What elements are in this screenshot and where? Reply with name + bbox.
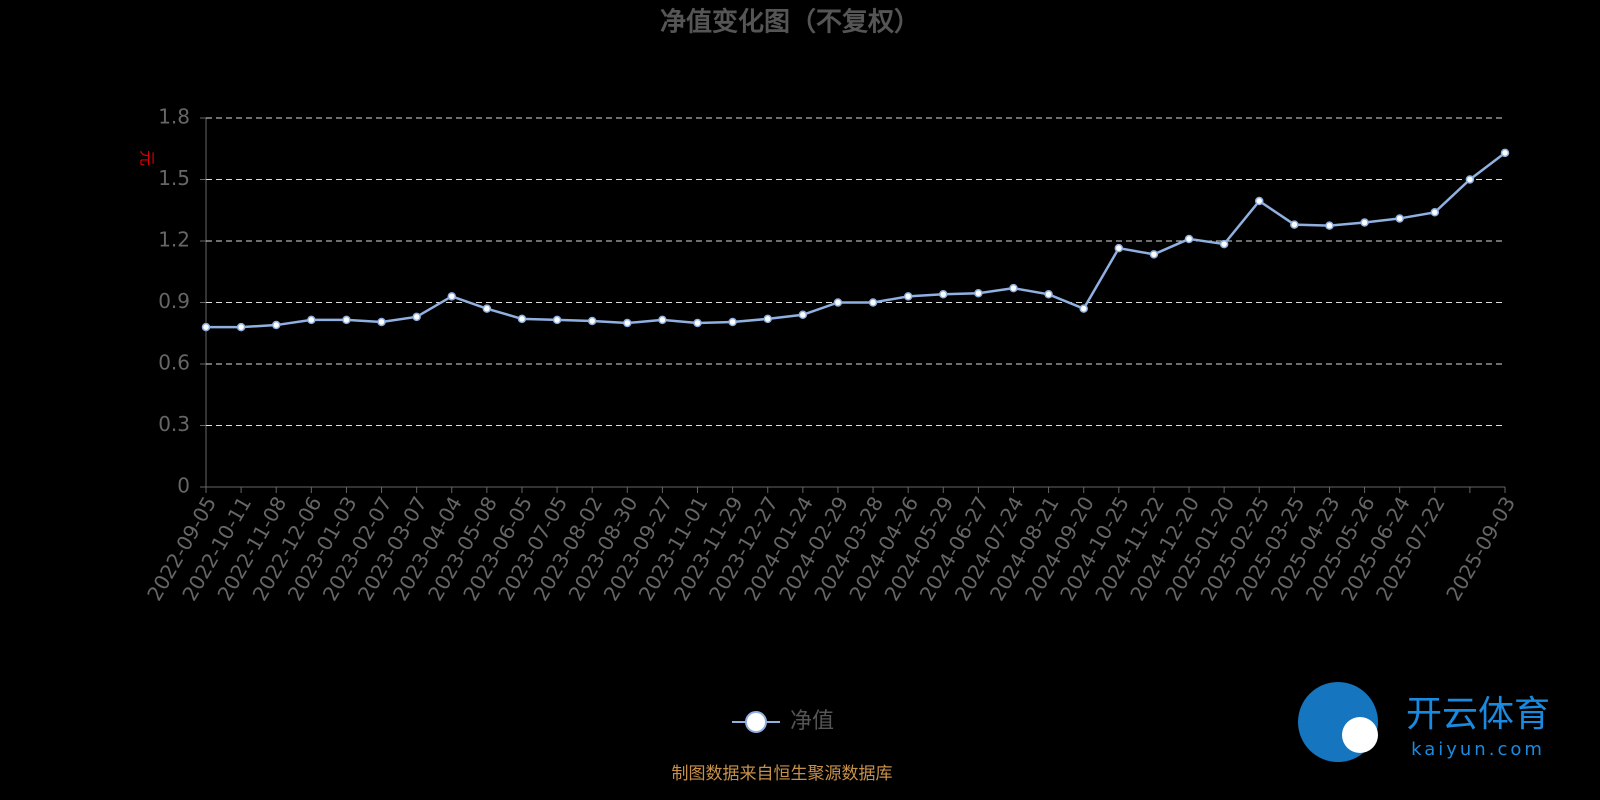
- y-tick-label: 1.8: [158, 105, 190, 129]
- point: [728, 317, 737, 327]
- point: [1044, 290, 1053, 299]
- watermark: 开云体育 kaiyun.com: [1298, 682, 1550, 762]
- legend-label: 净值: [790, 709, 834, 734]
- point: [868, 298, 878, 307]
- point: [1184, 234, 1194, 244]
- point: [1360, 218, 1369, 227]
- point: [974, 289, 983, 298]
- point: [482, 304, 492, 313]
- watermark-ball: [1342, 717, 1378, 753]
- point: [763, 314, 772, 324]
- point: [377, 317, 386, 327]
- point: [307, 315, 316, 325]
- point: [271, 320, 281, 330]
- point: [1254, 196, 1264, 206]
- point: [798, 310, 808, 320]
- y-tick-label: 1.5: [158, 166, 190, 190]
- point: [623, 318, 632, 328]
- point: [1079, 304, 1088, 313]
- point: [1219, 239, 1229, 249]
- point: [939, 290, 948, 299]
- point: [1500, 148, 1510, 158]
- point: [587, 316, 597, 326]
- y-tick-label: 0: [177, 474, 190, 498]
- point: [693, 318, 702, 328]
- point: [1465, 175, 1475, 184]
- legend-marker: [745, 711, 767, 733]
- point: [658, 315, 667, 325]
- point: [412, 312, 421, 322]
- point: [342, 315, 351, 325]
- point: [517, 314, 527, 324]
- point: [1009, 283, 1018, 293]
- chart-title: 净值变化图（不复权）: [660, 7, 920, 38]
- point: [1290, 220, 1299, 229]
- y-tick-label: 0.3: [158, 412, 190, 436]
- point: [1114, 243, 1124, 253]
- point: [552, 315, 562, 325]
- point: [201, 322, 211, 332]
- point: [1325, 221, 1334, 230]
- watermark-site: kaiyun.com: [1411, 739, 1545, 760]
- source-note: 制图数据来自恒生聚源数据库: [672, 764, 893, 784]
- line: [206, 151, 1506, 329]
- point: [903, 292, 913, 301]
- point: [1149, 250, 1159, 259]
- point: [447, 292, 457, 301]
- watermark-brand: 开云体育: [1406, 694, 1550, 735]
- point: [1430, 208, 1440, 217]
- y-axis-label: 元: [138, 150, 157, 166]
- point: [833, 298, 843, 307]
- y-tick-label: 0.6: [158, 351, 190, 375]
- y-tick-label: 1.2: [158, 228, 190, 252]
- point: [1395, 214, 1404, 223]
- point: [236, 322, 246, 332]
- y-tick-label: 0.9: [158, 289, 190, 313]
